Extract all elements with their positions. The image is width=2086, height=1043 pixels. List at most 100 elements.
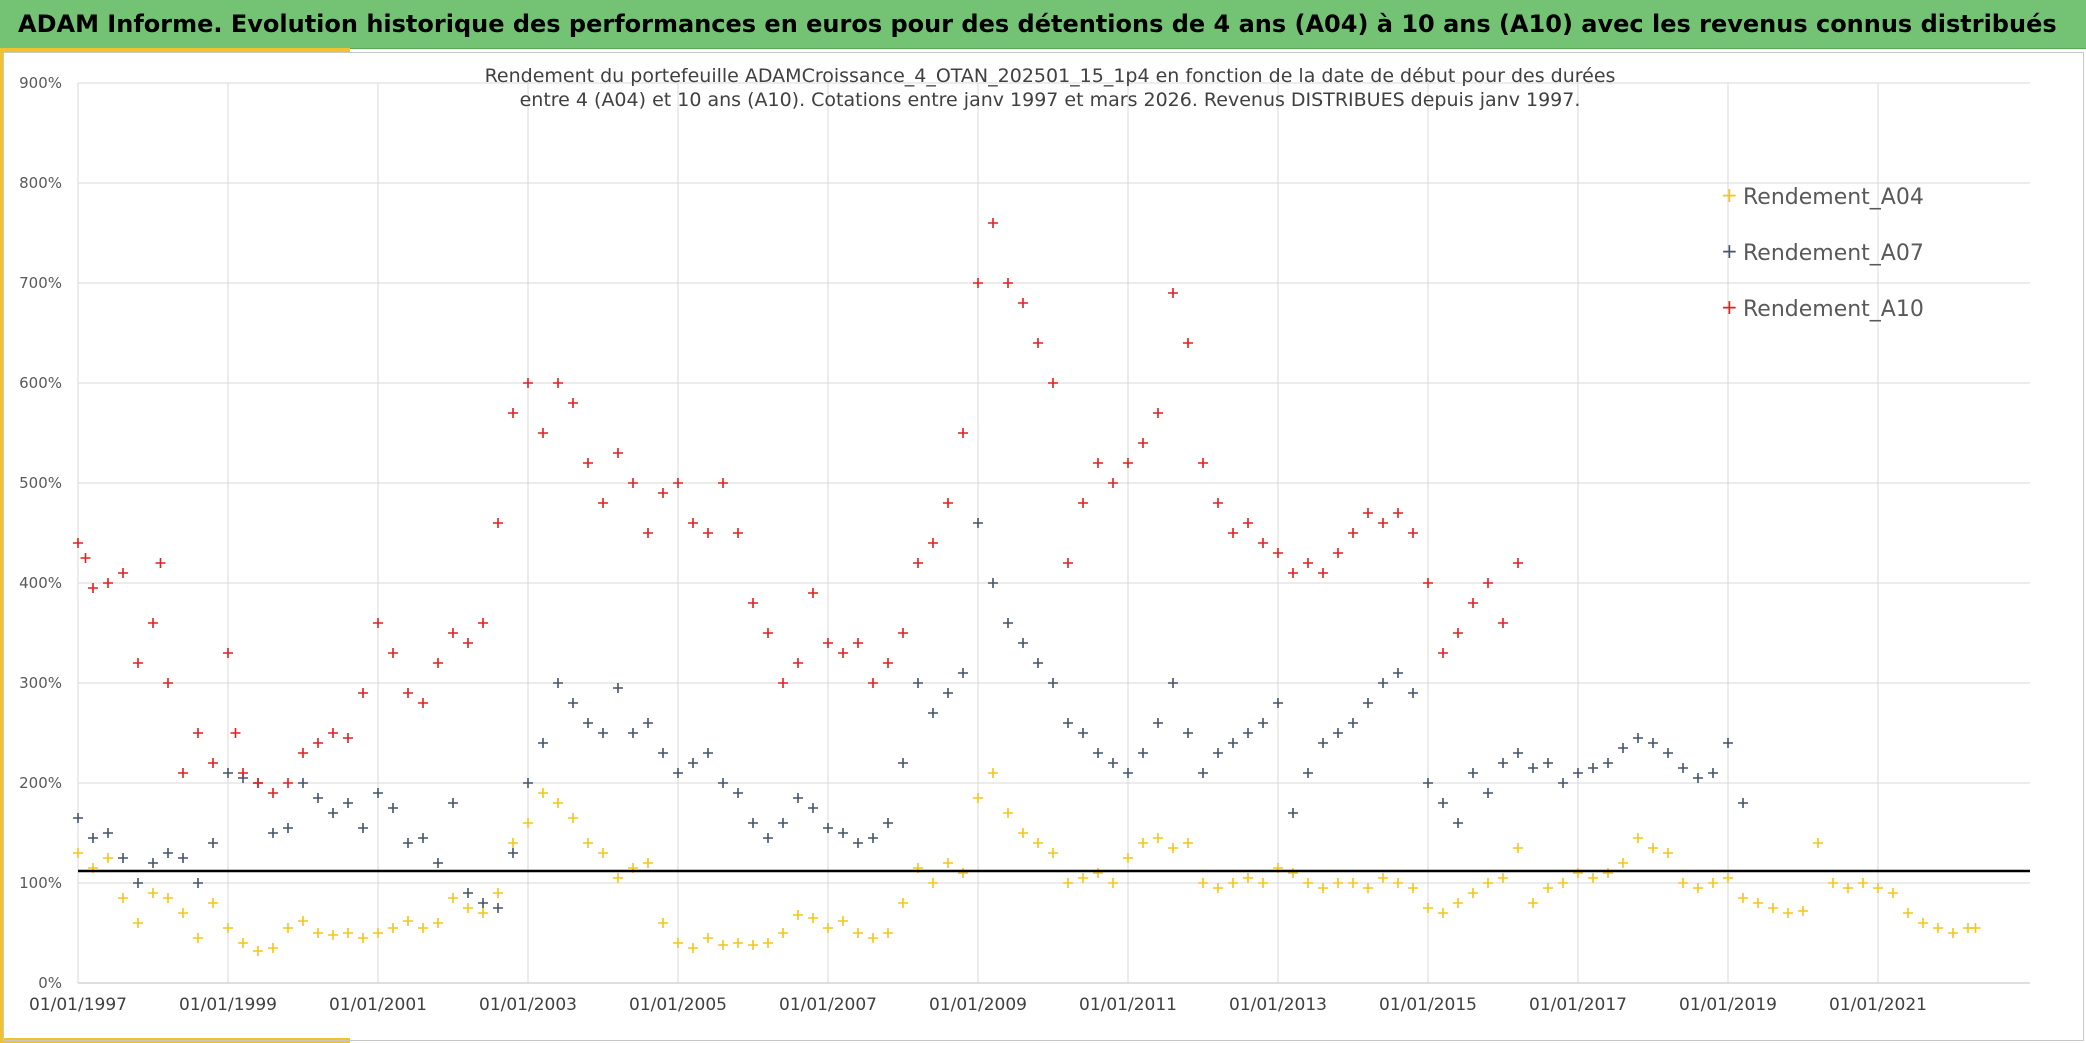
data-point bbox=[448, 893, 458, 903]
y-tick-label: 500% bbox=[19, 474, 62, 492]
data-point bbox=[1498, 618, 1508, 628]
data-point bbox=[1513, 558, 1523, 568]
data-point bbox=[1213, 498, 1223, 508]
x-tick-label: 01/01/2001 bbox=[329, 995, 427, 1015]
data-point bbox=[598, 498, 608, 508]
data-point bbox=[1618, 858, 1628, 868]
data-point bbox=[658, 488, 668, 498]
data-point bbox=[853, 638, 863, 648]
data-point bbox=[1693, 883, 1703, 893]
data-point bbox=[223, 923, 233, 933]
data-point bbox=[568, 398, 578, 408]
y-tick-label: 0% bbox=[38, 974, 62, 992]
data-point bbox=[148, 888, 158, 898]
data-point bbox=[823, 923, 833, 933]
data-point bbox=[628, 478, 638, 488]
data-point bbox=[613, 873, 623, 883]
data-point bbox=[103, 828, 113, 838]
data-point bbox=[493, 903, 503, 913]
data-point bbox=[523, 778, 533, 788]
data-point bbox=[943, 858, 953, 868]
data-point bbox=[1363, 508, 1373, 518]
data-point bbox=[883, 928, 893, 938]
data-point bbox=[883, 658, 893, 668]
data-point bbox=[313, 928, 323, 938]
data-point bbox=[808, 913, 818, 923]
data-point bbox=[403, 916, 413, 926]
data-point bbox=[808, 588, 818, 598]
chart-title-line-1: Rendement du portefeuille ADAMCroissance… bbox=[485, 65, 1616, 87]
y-tick-label: 700% bbox=[19, 274, 62, 292]
data-point bbox=[1048, 848, 1058, 858]
data-point bbox=[1063, 718, 1073, 728]
data-point bbox=[883, 818, 893, 828]
data-point bbox=[1213, 883, 1223, 893]
data-point bbox=[1348, 878, 1358, 888]
data-point bbox=[283, 923, 293, 933]
data-point bbox=[1243, 518, 1253, 528]
data-point bbox=[103, 853, 113, 863]
data-point bbox=[1678, 763, 1688, 773]
data-point bbox=[763, 833, 773, 843]
data-point bbox=[1033, 838, 1043, 848]
y-tick-label: 900% bbox=[19, 74, 62, 92]
data-point bbox=[973, 518, 983, 528]
y-tick-label: 200% bbox=[19, 774, 62, 792]
data-point bbox=[1003, 618, 1013, 628]
data-point bbox=[433, 858, 443, 868]
data-point bbox=[448, 798, 458, 808]
data-point bbox=[643, 528, 653, 538]
data-point bbox=[583, 458, 593, 468]
data-point bbox=[718, 778, 728, 788]
data-point bbox=[1603, 758, 1613, 768]
data-point bbox=[1708, 768, 1718, 778]
data-point bbox=[223, 768, 233, 778]
data-point bbox=[298, 778, 308, 788]
data-point bbox=[943, 498, 953, 508]
data-point bbox=[898, 628, 908, 638]
data-point bbox=[928, 708, 938, 718]
data-point bbox=[1348, 528, 1358, 538]
data-point bbox=[118, 568, 128, 578]
data-point bbox=[1888, 888, 1898, 898]
data-point bbox=[958, 668, 968, 678]
legend-label-a04: Rendement_A04 bbox=[1743, 185, 1924, 210]
data-point bbox=[1903, 908, 1913, 918]
data-point bbox=[1093, 458, 1103, 468]
data-point bbox=[1693, 773, 1703, 783]
data-point bbox=[1393, 878, 1403, 888]
data-point bbox=[328, 930, 338, 940]
data-point bbox=[208, 838, 218, 848]
x-tick-label: 01/01/2009 bbox=[929, 995, 1027, 1015]
data-point bbox=[1408, 883, 1418, 893]
data-point bbox=[868, 678, 878, 688]
data-point bbox=[1153, 408, 1163, 418]
data-point bbox=[673, 938, 683, 948]
data-point bbox=[133, 658, 143, 668]
series-layer bbox=[73, 218, 1981, 956]
data-point bbox=[1663, 748, 1673, 758]
data-point bbox=[1573, 868, 1583, 878]
data-point bbox=[178, 853, 188, 863]
data-point bbox=[988, 768, 998, 778]
y-tick-label: 300% bbox=[19, 674, 62, 692]
data-point bbox=[1423, 903, 1433, 913]
data-point bbox=[148, 618, 158, 628]
data-point bbox=[1108, 758, 1118, 768]
data-point bbox=[673, 478, 683, 488]
data-point bbox=[148, 858, 158, 868]
data-point bbox=[778, 678, 788, 688]
data-point bbox=[988, 578, 998, 588]
data-point bbox=[1138, 838, 1148, 848]
data-point bbox=[373, 788, 383, 798]
data-point bbox=[1483, 578, 1493, 588]
data-point bbox=[133, 918, 143, 928]
data-point bbox=[763, 938, 773, 948]
data-point bbox=[748, 940, 758, 950]
data-point bbox=[1138, 748, 1148, 758]
data-point bbox=[823, 638, 833, 648]
data-point bbox=[688, 518, 698, 528]
data-point bbox=[1348, 718, 1358, 728]
data-point bbox=[1378, 873, 1388, 883]
data-point bbox=[1243, 873, 1253, 883]
